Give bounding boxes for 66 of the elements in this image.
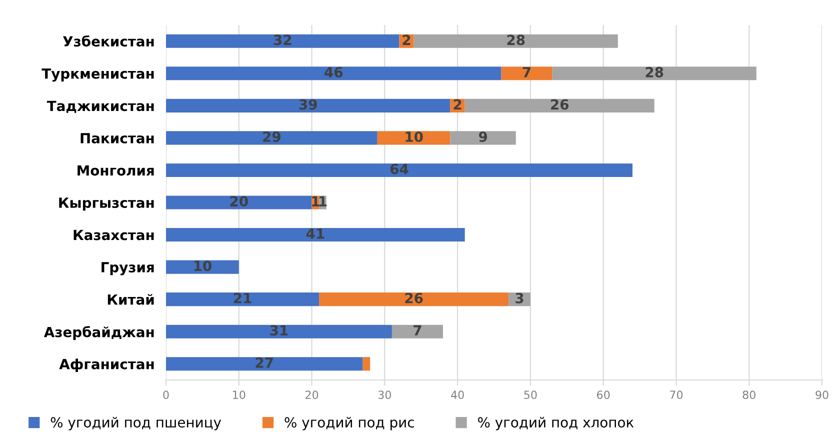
bar	[552, 66, 756, 80]
data-label: 46	[324, 66, 343, 78]
bar	[166, 34, 400, 48]
data-label: 20	[230, 196, 248, 207]
bar	[166, 98, 450, 112]
bar	[166, 131, 378, 145]
data-label: 29	[263, 131, 280, 142]
bar	[166, 196, 312, 210]
data-label: 26	[551, 99, 569, 110]
data-label: 10	[406, 131, 423, 142]
x-tick-label: 0	[163, 390, 169, 400]
x-tick-label: 10	[233, 390, 246, 400]
legend-label: % угодий под пшеницу	[50, 416, 222, 430]
x-tick-label: 60	[597, 390, 610, 400]
y-tick-label: Грузия	[102, 262, 154, 276]
data-label: 2	[402, 34, 410, 45]
bar	[166, 324, 392, 338]
data-label: 32	[274, 34, 292, 46]
bar	[319, 292, 509, 306]
bar	[166, 66, 502, 80]
data-label: 3	[516, 292, 524, 304]
y-tick-label: Азербайджан	[44, 326, 154, 340]
legend-label: % угодий под хлопок	[478, 416, 634, 430]
y-tick-label: Монголия	[78, 165, 154, 176]
x-tick-label: 40	[451, 390, 464, 400]
data-label: 9	[478, 131, 488, 142]
data-label: 7	[522, 67, 531, 78]
x-tick-label: 80	[742, 390, 756, 400]
data-label: 26	[405, 292, 423, 304]
data-label: 28	[646, 66, 664, 78]
data-label: 21	[234, 292, 252, 304]
y-tick-label: Пакистан	[80, 133, 154, 144]
data-label: 41	[306, 228, 324, 239]
bar	[166, 357, 363, 371]
x-tick-label: 70	[670, 390, 683, 400]
data-label: 27	[256, 357, 273, 368]
y-tick-label: Китай	[108, 294, 154, 305]
bar	[166, 228, 465, 242]
bar	[464, 98, 654, 112]
data-label: 28	[507, 34, 525, 46]
data-label: 7	[414, 325, 422, 336]
bar	[501, 66, 552, 80]
bar	[377, 131, 450, 145]
bar	[166, 260, 239, 274]
bar	[450, 131, 516, 145]
y-tick-label: Кыргызстан	[59, 198, 154, 211]
data-label: 2	[454, 99, 462, 110]
x-tick-label: 30	[378, 390, 391, 400]
bar	[166, 163, 632, 178]
x-tick-label: 90	[816, 390, 828, 400]
data-label: 64	[390, 164, 408, 174]
y-tick-label: Афганистан	[59, 358, 154, 372]
legend-label: % угодий под рис	[284, 416, 414, 430]
y-tick-label: Таджикистан	[46, 100, 154, 113]
bar	[414, 34, 618, 48]
x-tick-label: 20	[306, 390, 318, 400]
data-label: 31	[270, 325, 288, 336]
y-tick-label: Казахстан	[74, 230, 154, 240]
y-tick-label: Узбекистан	[62, 35, 154, 47]
bar	[166, 292, 320, 306]
data-label: 39	[299, 99, 317, 110]
bar	[392, 324, 443, 338]
y-tick-label: Туркменистан	[42, 68, 154, 82]
bar	[362, 357, 370, 371]
x-tick-label: 50	[524, 390, 537, 400]
data-label: 10	[194, 260, 212, 272]
